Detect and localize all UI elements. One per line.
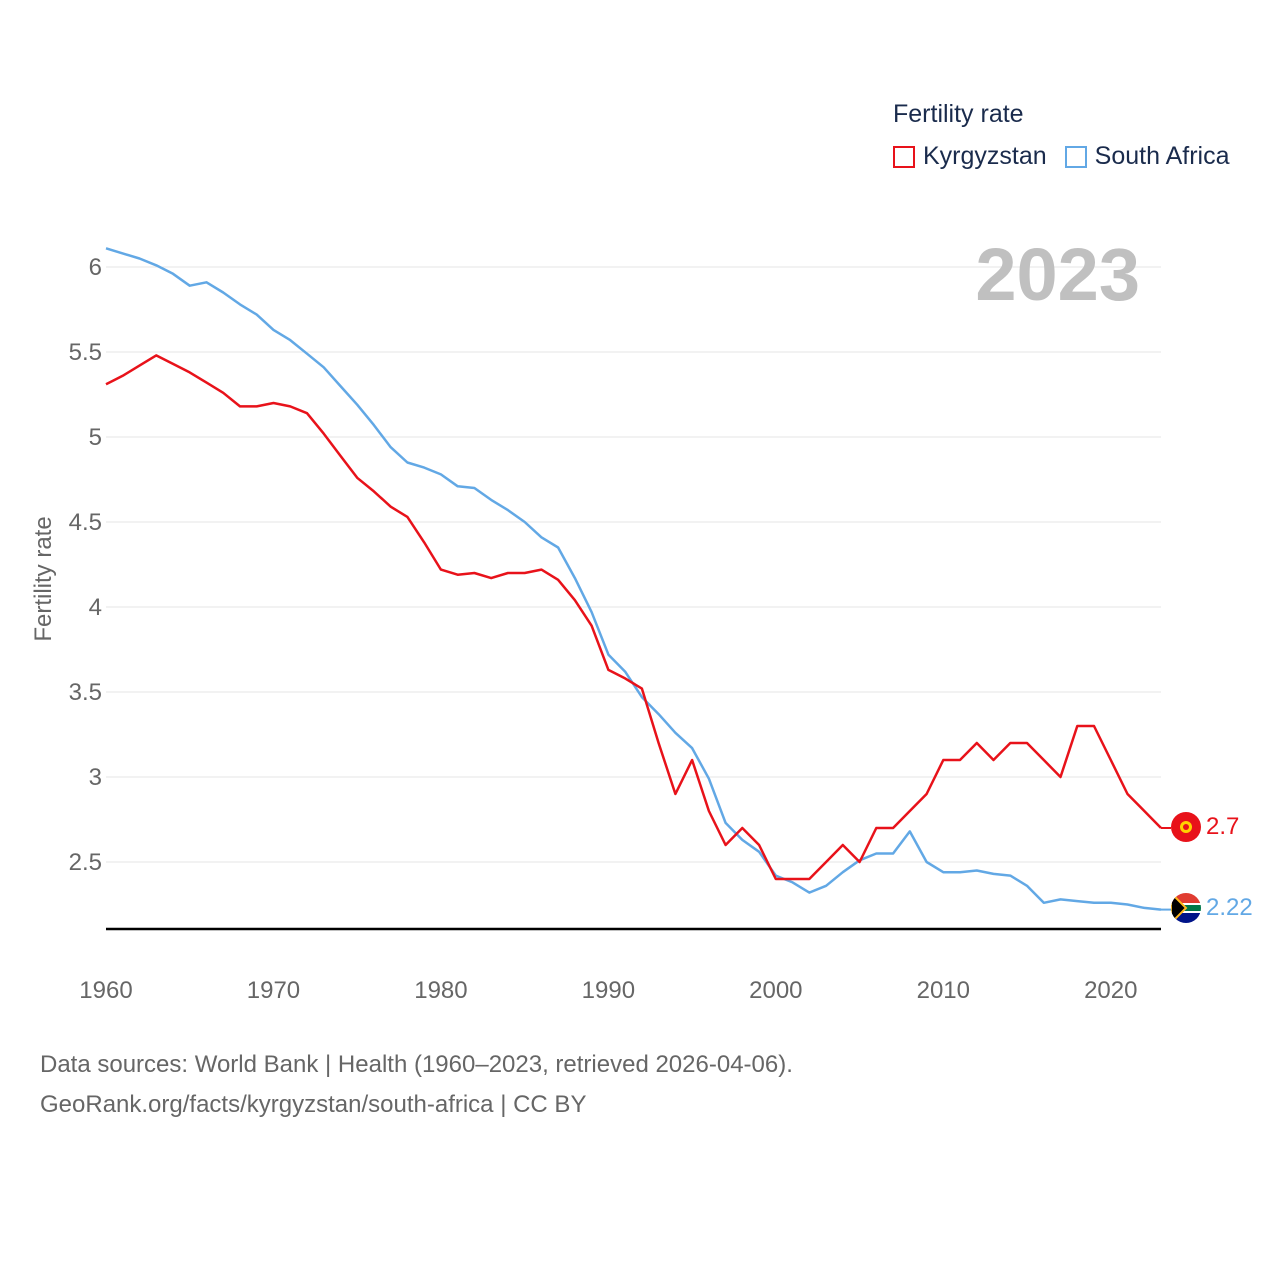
series-lines	[105, 247, 1171, 911]
series-line-south-africa[interactable]	[105, 247, 1162, 911]
kyrgyzstan-end-label: 2.7	[1206, 813, 1239, 840]
x-tick-label: 2000	[749, 977, 802, 1004]
y-axis-ticks: 2.5 3 3.5 4 4.5 5 5.5 6	[69, 254, 102, 876]
legend-label-south-africa: South Africa	[1094, 142, 1230, 170]
footer: Data sources: World Bank | Health (1960–…	[40, 1045, 793, 1125]
y-tick-label: 3.5	[69, 679, 102, 706]
data-sources-text: Data sources: World Bank | Health (1960–…	[40, 1051, 793, 1078]
x-axis-ticks: 1960 1970 1980 1990 2000 2010 2020	[79, 977, 1137, 1004]
legend-item-kyrgyzstan[interactable]: Kyrgyzstan	[893, 142, 1047, 171]
kyrgyzstan-flag-icon	[1171, 812, 1201, 842]
x-tick-label: 2020	[1084, 977, 1137, 1004]
legend-swatch-kyrgyzstan	[893, 145, 915, 168]
gridlines	[106, 266, 1161, 863]
source-url-text: GeoRank.org/facts/kyrgyzstan/south-afric…	[40, 1091, 587, 1118]
x-tick-label: 1970	[247, 977, 300, 1004]
y-tick-label: 5	[89, 424, 102, 451]
legend-item-south-africa[interactable]: South Africa	[1064, 142, 1230, 171]
south-africa-end-label: 2.22	[1206, 894, 1253, 921]
legend-label-kyrgyzstan: Kyrgyzstan	[923, 142, 1047, 170]
series-end-markers: 2.7 2.22	[1171, 812, 1253, 923]
year-label: 2023	[975, 233, 1140, 316]
y-axis-label: Fertility rate	[30, 516, 57, 641]
y-tick-label: 4.5	[69, 509, 102, 536]
series-line-kyrgyzstan[interactable]	[105, 354, 1162, 881]
x-tick-label: 2010	[917, 977, 970, 1004]
y-tick-label: 6	[89, 254, 102, 281]
south-africa-flag-icon	[1171, 893, 1201, 923]
y-tick-label: 3	[89, 764, 102, 791]
y-tick-label: 4	[89, 594, 102, 621]
legend-title: Fertility rate	[893, 100, 1024, 128]
y-tick-label: 5.5	[69, 339, 102, 366]
legend: Kyrgyzstan South Africa	[893, 142, 1247, 171]
x-tick-label: 1960	[79, 977, 132, 1004]
legend-swatch-south-africa	[1064, 145, 1087, 168]
x-tick-label: 1980	[414, 977, 467, 1004]
x-tick-label: 1990	[582, 977, 635, 1004]
y-tick-label: 2.5	[69, 849, 102, 876]
